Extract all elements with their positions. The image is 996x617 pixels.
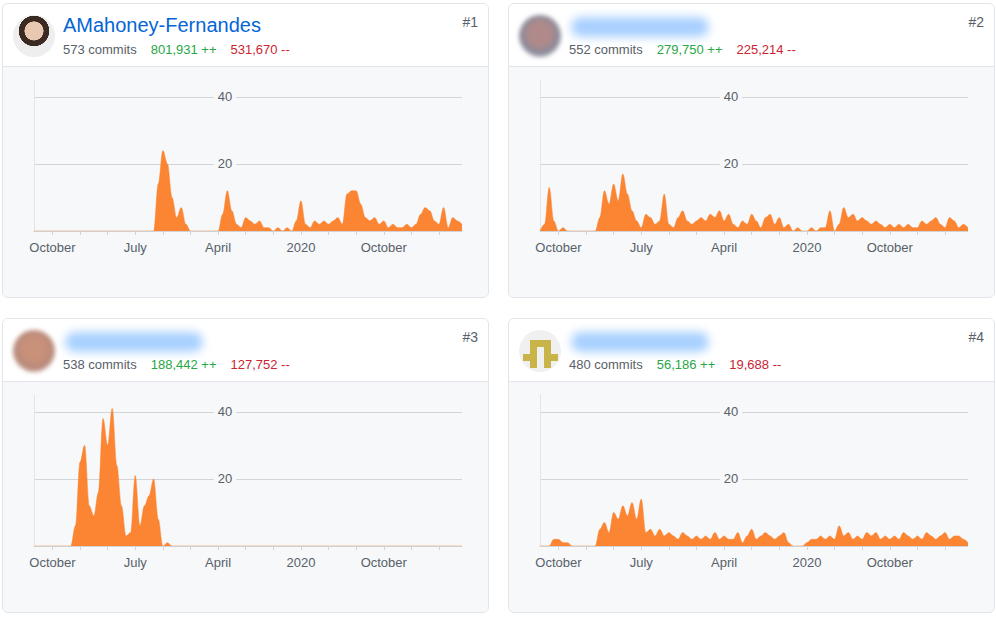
- html-text:127,752 --: 127,752 --: [230, 357, 290, 372]
- html-text:#4: #4: [968, 329, 984, 345]
- svg-text:October: October: [361, 240, 408, 255]
- svg-text:40: 40: [218, 89, 232, 104]
- svg-text:October: October: [29, 240, 76, 255]
- svg-text:July: July: [124, 555, 148, 570]
- svg-text:October: October: [29, 555, 76, 570]
- svg-text:20: 20: [218, 156, 232, 171]
- html-text:AMahoney-Fernandes: AMahoney-Fernandes: [63, 14, 261, 36]
- svg-text:July: July: [630, 240, 654, 255]
- html-text:19,688 --: 19,688 --: [729, 357, 782, 372]
- html-text:552 commits: 552 commits: [569, 42, 643, 57]
- svg-text:20: 20: [724, 471, 738, 486]
- svg-text:20: 20: [724, 156, 738, 171]
- html-text:801,931 ++: 801,931 ++: [150, 42, 217, 57]
- svg-text:April: April: [711, 555, 737, 570]
- svg-text:20: 20: [218, 471, 232, 486]
- svg-text:40: 40: [724, 89, 738, 104]
- html-text:56,186 ++: 56,186 ++: [656, 357, 716, 372]
- svg-text:October: October: [867, 240, 914, 255]
- svg-text:April: April: [711, 240, 737, 255]
- html-text:188,442 ++: 188,442 ++: [150, 357, 217, 372]
- html-text:#2: #2: [968, 14, 984, 30]
- svg-text:July: July: [124, 240, 148, 255]
- html-text:573 commits: 573 commits: [63, 42, 137, 57]
- html-text:225,214 --: 225,214 --: [736, 42, 796, 57]
- svg-text:2020: 2020: [286, 555, 315, 570]
- html-text:531,670 --: 531,670 --: [230, 42, 290, 57]
- svg-text:April: April: [205, 555, 231, 570]
- html-text:#1: #1: [462, 14, 478, 30]
- svg-text:July: July: [630, 555, 654, 570]
- svg-text:October: October: [867, 555, 914, 570]
- svg-text:2020: 2020: [792, 240, 821, 255]
- html-text:538 commits: 538 commits: [63, 357, 137, 372]
- svg-text:40: 40: [218, 404, 232, 419]
- svg-text:October: October: [535, 555, 582, 570]
- html-text:#3: #3: [462, 329, 478, 345]
- svg-text:October: October: [535, 240, 582, 255]
- html-text:480 commits: 480 commits: [569, 357, 643, 372]
- svg-text:April: April: [205, 240, 231, 255]
- svg-text:2020: 2020: [286, 240, 315, 255]
- svg-text:October: October: [361, 555, 408, 570]
- svg-text:40: 40: [724, 404, 738, 419]
- html-text:279,750 ++: 279,750 ++: [656, 42, 723, 57]
- svg-text:2020: 2020: [792, 555, 821, 570]
